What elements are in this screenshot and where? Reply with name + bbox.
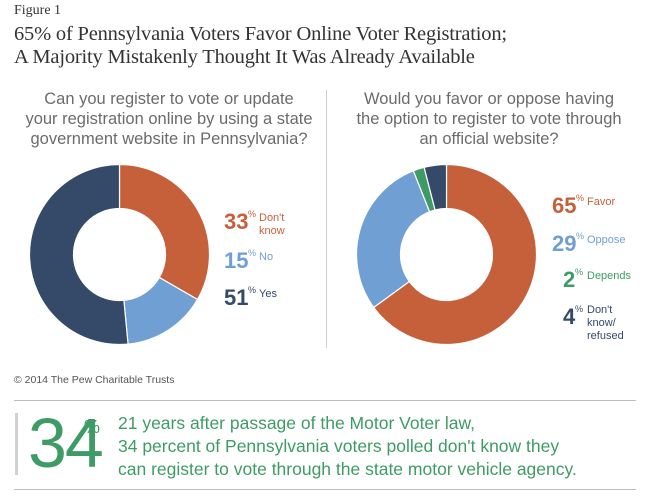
- left-question-line: government website in Pennsylvania?: [30, 130, 308, 148]
- legend-value: 4: [563, 304, 576, 329]
- legend-label-line: Don't know/: [587, 304, 616, 329]
- legend-label-line: Depends: [587, 270, 632, 282]
- legend-value: 33: [224, 209, 249, 234]
- callout-line: 21 years after passage of the Motor Vote…: [118, 413, 476, 433]
- legend-label-line: refused: [587, 330, 624, 342]
- callout-big-number: 34: [28, 404, 104, 482]
- left-donut-chart: [28, 163, 211, 346]
- left-question-line: Can you register to vote or update: [44, 90, 294, 108]
- legend-label-line: know: [259, 225, 285, 237]
- callout-text: 21 years after passage of the Motor Vote…: [118, 412, 638, 481]
- legend-percent: %: [576, 231, 585, 241]
- legend-label-line: Favor: [587, 196, 616, 208]
- legend-label: Depends: [587, 270, 631, 283]
- left-question-line: your registration online by using a stat…: [25, 110, 313, 128]
- callout-percent-sign: %: [84, 417, 101, 437]
- callout-accent-bar: [15, 413, 18, 475]
- callout-line: 34 percent of Pennsylvania voters polled…: [118, 436, 560, 456]
- legend-percent: %: [575, 267, 584, 277]
- figure-label: Figure 1: [14, 3, 62, 18]
- legend-percent: %: [576, 193, 585, 203]
- legend-value: 15: [224, 248, 249, 273]
- legend-label: Don't know/ refused: [587, 304, 624, 343]
- right-question-line: Would you favor or oppose having: [363, 90, 615, 108]
- title-line-2: A Majority Mistakenly Thought It Was Alr…: [14, 46, 475, 68]
- main-title: 65% of Pennsylvania Voters Favor Online …: [14, 23, 634, 69]
- callout-bottom-rule: [14, 489, 636, 490]
- legend-label: No: [259, 251, 273, 264]
- legend-label-line: Yes: [259, 288, 277, 300]
- donut-slice: [28, 163, 129, 346]
- legend-percent: %: [248, 209, 257, 219]
- copyright: © 2014 The Pew Charitable Trusts: [14, 374, 175, 386]
- legend-label: Yes: [259, 288, 277, 301]
- legend-label: Don't know: [259, 212, 285, 238]
- legend-percent: %: [575, 304, 584, 314]
- legend-percent: %: [248, 248, 257, 258]
- legend-value: 65: [552, 193, 577, 218]
- legend-value: 51: [224, 285, 249, 310]
- legend-label: Favor: [587, 196, 615, 209]
- legend-label: Oppose: [587, 234, 626, 247]
- legend-value: 29: [552, 231, 577, 256]
- callout-line: can register to vote through the state m…: [118, 459, 577, 479]
- right-question-line: the option to register to vote through: [356, 110, 622, 128]
- donut-slice: [423, 163, 448, 211]
- title-line-1: 65% of Pennsylvania Voters Favor Online …: [14, 23, 507, 45]
- left-chart-question: Can you register to vote or update your …: [14, 89, 324, 149]
- right-donut-chart: [355, 163, 538, 346]
- donut-slice: [372, 163, 538, 346]
- legend-percent: %: [248, 285, 257, 295]
- legend-label-line: No: [259, 251, 274, 263]
- donut-slice: [118, 163, 211, 301]
- right-chart-question: Would you favor or oppose having the opt…: [333, 89, 645, 149]
- legend-label-line: Don't: [259, 212, 285, 224]
- callout-top-rule: [14, 400, 636, 401]
- chart-divider: [326, 90, 327, 348]
- donut-slice: [355, 170, 431, 309]
- right-question-line: an official website?: [419, 130, 559, 148]
- legend-value: 2: [563, 267, 576, 292]
- legend-label-line: Oppose: [587, 234, 626, 246]
